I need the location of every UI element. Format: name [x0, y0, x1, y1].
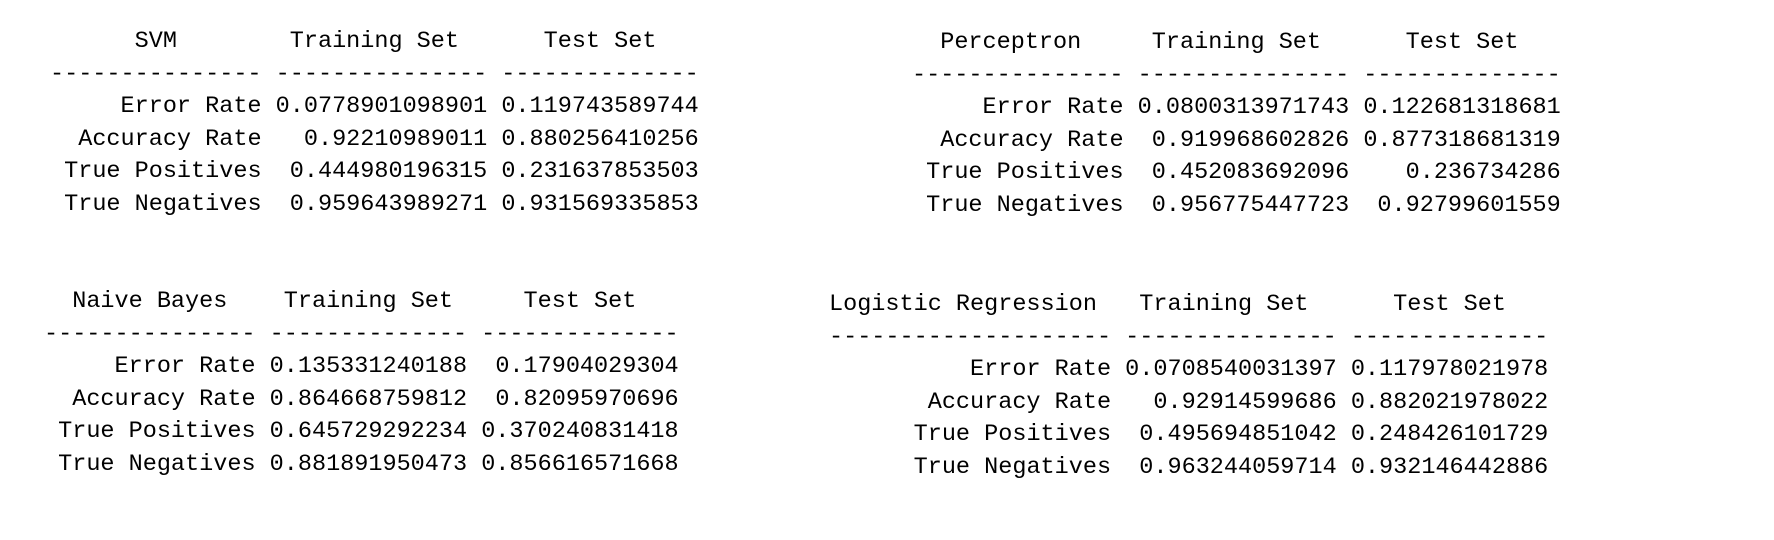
- svm-results-table: SVM Training Set Test Set --------------…: [50, 28, 699, 218]
- test-set-value: 0.880256410256: [501, 125, 699, 153]
- test-set-value: 0.932146442886: [1350, 453, 1549, 481]
- test-set-value: 0.248426101729: [1350, 421, 1549, 448]
- column-header: Training Set: [1151, 29, 1322, 56]
- row-metric-label: Error Rate: [120, 93, 262, 120]
- column-header: Test Set: [523, 288, 637, 315]
- training-set-value: 0.92914599686: [1153, 388, 1337, 416]
- training-set-value: 0.919968602826: [1151, 126, 1350, 154]
- row-metric-label: True Negatives: [58, 450, 256, 478]
- table-title: Naive Bayes: [72, 288, 228, 315]
- column-header: Training Set: [289, 28, 459, 55]
- test-set-value: 0.92799601559: [1377, 191, 1561, 219]
- test-set-value: 0.82095970696: [495, 385, 679, 413]
- test-set-value: 0.236734286: [1405, 159, 1561, 186]
- row-metric-label: Accuracy Rate: [72, 385, 256, 413]
- row-metric-label: Error Rate: [114, 353, 256, 380]
- training-set-value: 0.956775447723: [1151, 191, 1350, 219]
- test-set-value: 0.117978021978: [1350, 356, 1549, 383]
- table-title: SVM: [134, 28, 177, 55]
- row-metric-label: True Positives: [913, 421, 1112, 448]
- test-set-value: 0.122681318681: [1363, 94, 1561, 121]
- training-set-value: 0.135331240188: [269, 353, 468, 380]
- logistic-regression-results-table: Logistic Regression Training Set Test Se…: [829, 291, 1549, 481]
- table-title: Logistic Regression: [829, 291, 1097, 318]
- test-set-value: 0.931569335853: [501, 190, 699, 218]
- row-metric-label: True Negatives: [913, 453, 1112, 481]
- row-metric-label: True Negatives: [926, 191, 1124, 219]
- training-set-value: 0.0778901098901: [275, 93, 488, 120]
- column-header: Test Set: [1393, 291, 1506, 318]
- column-header: Test Set: [543, 28, 657, 55]
- training-set-value: 0.0800313971743: [1137, 94, 1350, 121]
- perceptron-results-table: Perceptron Training Set Test Set -------…: [912, 29, 1561, 219]
- column-header: Training Set: [1139, 291, 1309, 318]
- table-title: Perceptron: [940, 29, 1082, 56]
- training-set-value: 0.881891950473: [269, 450, 468, 478]
- column-header: Training Set: [283, 288, 454, 315]
- row-metric-label: Accuracy Rate: [940, 126, 1124, 154]
- test-set-value: 0.119743589744: [501, 93, 699, 120]
- training-set-value: 0.0708540031397: [1125, 356, 1337, 383]
- training-set-value: 0.959643989271: [289, 190, 488, 218]
- row-metric-label: True Positives: [926, 159, 1124, 186]
- test-set-value: 0.370240831418: [481, 418, 679, 445]
- row-metric-label: True Positives: [58, 418, 256, 445]
- naive-bayes-results-table: Naive Bayes Training Set Test Set ------…: [44, 288, 679, 478]
- test-set-value: 0.17904029304: [495, 353, 679, 380]
- training-set-value: 0.452083692096: [1151, 159, 1350, 186]
- training-set-value: 0.645729292234: [269, 418, 468, 445]
- row-metric-label: Accuracy Rate: [78, 125, 262, 153]
- training-set-value: 0.495694851042: [1139, 421, 1337, 448]
- test-set-value: 0.231637853503: [501, 158, 699, 185]
- row-metric-label: True Positives: [64, 158, 262, 185]
- row-metric-label: Accuracy Rate: [927, 388, 1112, 416]
- test-set-value: 0.877318681319: [1363, 126, 1561, 154]
- training-set-value: 0.92210989011: [303, 125, 488, 153]
- row-metric-label: Error Rate: [970, 356, 1112, 383]
- training-set-value: 0.963244059714: [1139, 453, 1337, 481]
- training-set-value: 0.444980196315: [289, 158, 488, 185]
- row-metric-label: True Negatives: [64, 190, 262, 218]
- training-set-value: 0.864668759812: [269, 385, 468, 413]
- row-metric-label: Error Rate: [982, 94, 1124, 121]
- test-set-value: 0.882021978022: [1350, 388, 1549, 416]
- test-set-value: 0.856616571668: [481, 450, 679, 478]
- column-header: Test Set: [1405, 29, 1519, 56]
